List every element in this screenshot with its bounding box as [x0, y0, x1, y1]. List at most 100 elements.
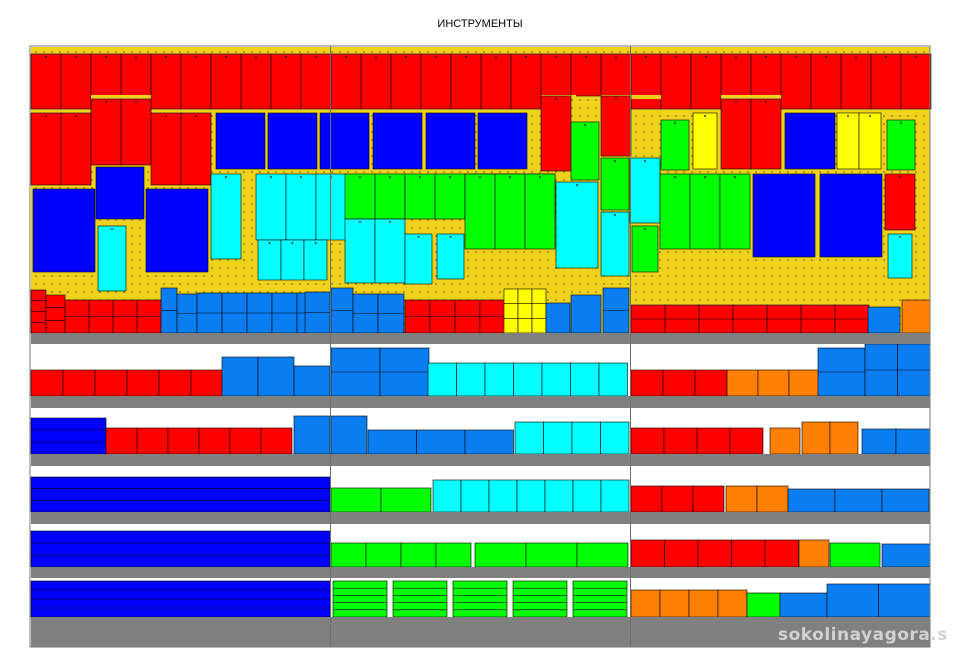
product-red	[60, 112, 92, 186]
product-red	[180, 53, 212, 110]
product-cyan	[404, 233, 433, 285]
page-title: ИНСТРУМЕНТЫ	[437, 18, 523, 30]
product-cyan	[541, 362, 571, 397]
product-red	[240, 53, 272, 110]
shelf-1	[31, 333, 930, 344]
product-cyan	[344, 218, 376, 284]
product-green	[746, 592, 781, 618]
product-sky	[787, 488, 836, 513]
shelf-3	[31, 454, 930, 466]
hook-hole	[855, 56, 857, 58]
product-red	[30, 112, 62, 186]
product-green	[392, 580, 448, 618]
product-green	[435, 542, 472, 568]
product-cyan	[516, 479, 546, 513]
hook-hole	[900, 122, 902, 124]
product-red	[694, 369, 728, 397]
product-cyan	[280, 239, 305, 281]
product-red	[120, 98, 152, 166]
hook-hole	[300, 176, 302, 178]
product-red	[729, 427, 764, 455]
product-blue-case	[30, 417, 107, 455]
product-red	[840, 53, 872, 110]
product-red	[780, 53, 812, 110]
hook-hole	[359, 221, 361, 223]
hook-hole	[644, 160, 646, 162]
shelf-4	[31, 512, 930, 524]
product-yellow	[858, 112, 882, 170]
product-sky	[878, 583, 931, 618]
product-red	[126, 369, 160, 397]
product-red	[630, 539, 665, 568]
product-cyan	[514, 421, 544, 455]
product-red	[540, 53, 572, 97]
product-green	[886, 119, 916, 171]
product-green	[660, 119, 690, 171]
hook-hole	[417, 236, 420, 238]
product-sky	[545, 302, 571, 334]
product-red	[94, 369, 128, 397]
product-red	[720, 98, 752, 170]
product-blue-case	[30, 476, 331, 513]
hook-hole	[899, 176, 901, 178]
product-red	[630, 485, 663, 513]
hook-hole	[285, 56, 287, 58]
product-red	[45, 294, 66, 334]
product-green	[330, 542, 367, 568]
product-blue-case	[319, 112, 370, 170]
hook-hole	[419, 176, 421, 178]
product-sky	[416, 429, 466, 455]
product-sky	[570, 294, 602, 334]
hook-hole	[645, 56, 647, 58]
hook-hole	[555, 98, 557, 100]
fixture-outline	[29, 45, 931, 648]
product-red	[150, 53, 182, 110]
product-blue-case	[30, 530, 331, 568]
product-red	[480, 53, 512, 110]
hook-hole	[291, 242, 294, 244]
product-green	[404, 173, 436, 220]
product-cyan	[543, 421, 573, 455]
product-cyan	[887, 233, 913, 279]
hook-hole	[765, 101, 767, 103]
product-green	[719, 173, 751, 250]
hook-hole	[509, 176, 511, 178]
product-red	[810, 53, 842, 110]
product-red	[62, 369, 96, 397]
product-cyan	[570, 362, 600, 397]
product-cyan	[484, 362, 514, 397]
product-sky	[881, 488, 930, 513]
product-red	[450, 53, 482, 110]
product-green	[374, 173, 406, 220]
product-red	[105, 427, 138, 455]
product-orange	[630, 589, 661, 618]
hook-hole	[165, 56, 167, 58]
product-red	[198, 427, 231, 455]
product-sky	[464, 429, 514, 455]
product-red	[764, 539, 799, 568]
product-red	[660, 53, 692, 110]
hook-hole	[165, 115, 167, 117]
product-yellow	[836, 112, 860, 170]
product-red	[900, 53, 932, 110]
product-red	[390, 53, 422, 110]
hook-hole	[584, 124, 586, 126]
product-green	[659, 173, 691, 250]
product-orange	[659, 589, 690, 618]
hook-hole	[615, 98, 617, 100]
hook-hole	[389, 221, 391, 223]
hook-hole	[389, 176, 391, 178]
product-red	[60, 53, 92, 110]
hook-hole	[614, 160, 616, 162]
hook-hole	[734, 176, 736, 178]
product-blue-case	[372, 112, 423, 170]
product-sky	[834, 488, 883, 513]
product-red	[210, 53, 242, 110]
product-green	[689, 173, 721, 250]
product-yellow	[503, 288, 519, 334]
hook-hole	[45, 115, 47, 117]
product-sky	[293, 365, 331, 397]
product-red	[136, 427, 169, 455]
hook-hole	[359, 176, 361, 178]
product-red	[510, 53, 542, 110]
